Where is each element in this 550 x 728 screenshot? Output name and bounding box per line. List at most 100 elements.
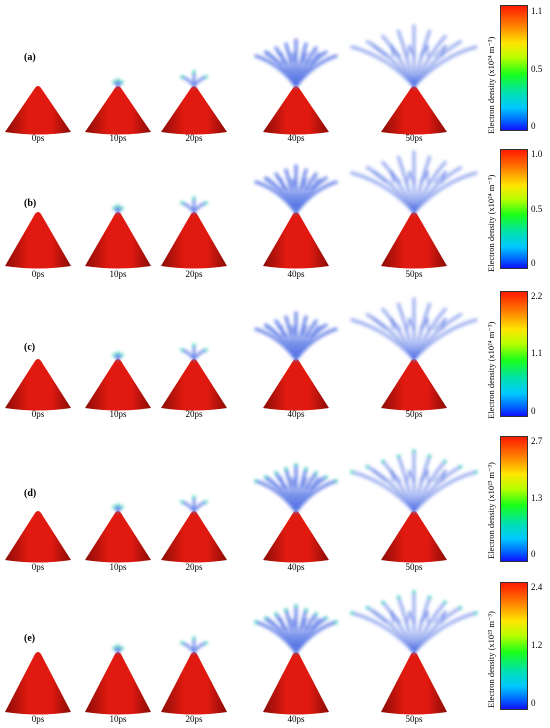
streamer bbox=[112, 503, 124, 513]
colorbar-tick: 0.5 bbox=[531, 204, 543, 214]
time-label: 50ps bbox=[405, 269, 423, 279]
time-label: 0ps bbox=[31, 562, 45, 572]
colorbar-tick: 1.1 bbox=[531, 348, 543, 358]
time-label: 50ps bbox=[405, 562, 423, 572]
colorbar-tick: 0 bbox=[531, 549, 536, 559]
cone-electrode bbox=[5, 652, 71, 715]
cone-electrode bbox=[263, 359, 329, 411]
colorbar-tick: 2.2 bbox=[531, 291, 543, 301]
row-a: (a) 0ps 10ps 20ps 40ps 50ps 1.1 0.5 0 El… bbox=[0, 0, 550, 146]
row-b: (b) 0ps 10ps 20ps 40ps 50ps 1.0 0.5 0 El… bbox=[0, 146, 550, 292]
cone-electrode bbox=[85, 652, 151, 715]
time-label: 50ps bbox=[405, 133, 423, 143]
streamer bbox=[350, 297, 478, 361]
cone-electrode bbox=[161, 359, 227, 411]
cone-electrode bbox=[381, 86, 447, 135]
time-label: 0ps bbox=[31, 714, 45, 724]
colorbar-tick: 1.3 bbox=[531, 493, 543, 503]
row-letter: (a) bbox=[24, 52, 36, 63]
simulation-frames bbox=[5, 24, 478, 135]
time-label: 10ps bbox=[109, 133, 127, 143]
time-label: 40ps bbox=[287, 133, 305, 143]
cone-electrode bbox=[263, 212, 329, 269]
streamer bbox=[112, 78, 124, 88]
time-label: 0ps bbox=[31, 133, 45, 143]
colorbar-tick: 0 bbox=[531, 406, 536, 416]
row-letter: (c) bbox=[24, 342, 36, 353]
row-c: (c) 0ps 10ps 20ps 40ps 50ps 2.2 1.1 0 El… bbox=[0, 287, 550, 433]
streamer bbox=[180, 343, 208, 361]
colorbar-tick: 2.4 bbox=[531, 582, 543, 592]
cone-electrode bbox=[381, 212, 447, 269]
streamer bbox=[180, 495, 208, 513]
cone-electrode bbox=[161, 86, 227, 135]
time-label: 40ps bbox=[287, 562, 305, 572]
time-label: 10ps bbox=[109, 409, 127, 419]
colorbar-tick: 2.7 bbox=[531, 436, 543, 446]
time-label: 40ps bbox=[287, 409, 305, 419]
colorbar-title: Electron density (x10²³ m⁻³) bbox=[486, 611, 496, 708]
streamer bbox=[254, 38, 338, 88]
time-label: 20ps bbox=[185, 562, 203, 572]
colorbar-tick: 0 bbox=[531, 258, 536, 268]
streamer bbox=[180, 70, 208, 88]
cone-electrode bbox=[5, 212, 71, 269]
colorbar bbox=[500, 149, 528, 269]
colorbar bbox=[500, 291, 528, 417]
colorbar bbox=[500, 5, 528, 131]
cone-electrode bbox=[381, 511, 447, 563]
streamer bbox=[254, 604, 338, 654]
colorbar-tick: 0.5 bbox=[531, 64, 543, 74]
simulation-frames bbox=[5, 297, 478, 411]
time-label: 50ps bbox=[405, 409, 423, 419]
simulation-frames bbox=[5, 150, 478, 269]
colorbar-title: Electron density (x10²³ m⁻³) bbox=[486, 462, 496, 559]
streamer bbox=[254, 311, 338, 361]
streamer bbox=[350, 449, 478, 513]
streamer bbox=[350, 150, 478, 214]
time-label: 0ps bbox=[31, 269, 45, 279]
row-d: (d) 0ps 10ps 20ps 40ps 50ps 2.7 1.3 0 El… bbox=[0, 433, 550, 579]
streamer bbox=[254, 164, 338, 214]
time-label: 50ps bbox=[405, 714, 423, 724]
row-letter: (b) bbox=[24, 198, 37, 209]
cone-electrode bbox=[161, 652, 227, 715]
simulation-frames bbox=[5, 590, 478, 715]
cone-electrode bbox=[5, 359, 71, 411]
row-e: (e) 0ps 10ps 20ps 40ps 50ps 2.4 1.2 0 El… bbox=[0, 578, 550, 724]
cone-electrode bbox=[263, 652, 329, 715]
row-letter: (e) bbox=[24, 633, 36, 644]
time-label: 20ps bbox=[185, 269, 203, 279]
cone-electrode bbox=[5, 86, 71, 135]
streamer bbox=[180, 196, 208, 214]
streamer bbox=[112, 644, 124, 654]
time-label: 20ps bbox=[185, 714, 203, 724]
time-label: 20ps bbox=[185, 409, 203, 419]
colorbar-tick: 0 bbox=[531, 121, 536, 131]
row-letter: (d) bbox=[24, 488, 37, 499]
cone-electrode bbox=[85, 212, 151, 269]
colorbar-tick: 1.0 bbox=[531, 149, 543, 159]
streamer bbox=[350, 590, 478, 654]
cone-electrode bbox=[263, 511, 329, 563]
colorbar bbox=[500, 436, 528, 562]
cone-electrode bbox=[161, 511, 227, 563]
time-label: 10ps bbox=[109, 562, 127, 572]
streamer bbox=[180, 636, 208, 654]
cone-electrode bbox=[85, 511, 151, 563]
streamer bbox=[112, 204, 124, 214]
colorbar-tick: 0 bbox=[531, 698, 536, 708]
simulation-frames bbox=[5, 449, 478, 563]
colorbar-title: Electron density (x10²⁴ m⁻³) bbox=[486, 174, 496, 272]
colorbar-tick: 1.1 bbox=[531, 6, 543, 16]
cone-electrode bbox=[161, 212, 227, 269]
cone-electrode bbox=[5, 511, 71, 563]
streamer bbox=[350, 24, 478, 88]
colorbar-tick: 1.2 bbox=[531, 640, 543, 650]
cone-electrode bbox=[85, 86, 151, 135]
time-label: 0ps bbox=[31, 409, 45, 419]
cone-electrode bbox=[263, 86, 329, 135]
colorbar-title: Electron density (x10²⁴ m⁻³) bbox=[486, 321, 496, 419]
cone-electrode bbox=[381, 359, 447, 411]
time-label: 10ps bbox=[109, 714, 127, 724]
